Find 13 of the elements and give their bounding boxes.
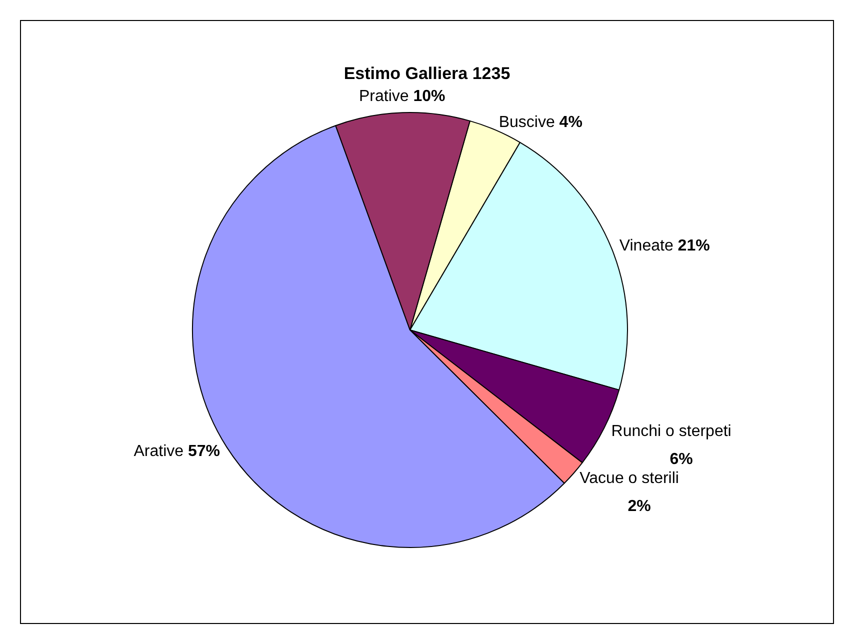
- slice-label: Runchi o sterpeti: [611, 423, 732, 440]
- data-label: 6%: [670, 451, 693, 468]
- chart-title: Estimo Galliera 1235: [342, 64, 512, 84]
- data-label: 21%: [678, 238, 710, 255]
- slice-label: Prative: [358, 88, 414, 106]
- slice-label: Vacue o sterili: [580, 470, 679, 487]
- data-label: 4%: [559, 114, 582, 132]
- slice-label: Arative: [134, 442, 188, 460]
- data-label: 57%: [188, 442, 220, 460]
- slice-label: Vineate: [619, 238, 678, 255]
- data-label: 10%: [413, 88, 446, 106]
- data-label: 2%: [628, 498, 651, 515]
- slice-label: Buscive: [498, 114, 560, 132]
